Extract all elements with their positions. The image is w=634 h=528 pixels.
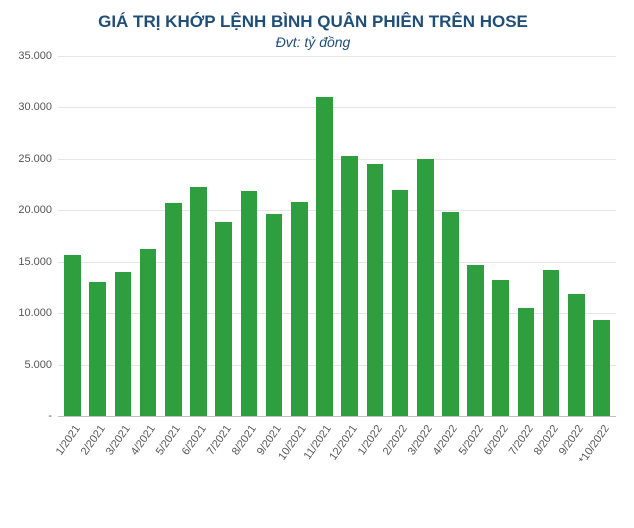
bar	[568, 294, 585, 416]
x-tick-slot: 5/2022	[463, 417, 488, 513]
chart-subtitle: Đvt: tỷ đồng	[10, 34, 616, 50]
chart-title: GIÁ TRỊ KHỚP LỆNH BÌNH QUÂN PHIÊN TRÊN H…	[10, 12, 616, 32]
x-tick-slot: 6/2022	[488, 417, 513, 513]
chart-container: GIÁ TRỊ KHỚP LỆNH BÌNH QUÂN PHIÊN TRÊN H…	[0, 0, 634, 528]
bar-slot	[211, 56, 236, 416]
bar	[89, 282, 106, 416]
bar-slot	[564, 56, 589, 416]
bar-slot	[413, 56, 438, 416]
x-tick-slot: 7/2022	[513, 417, 538, 513]
bar	[467, 265, 484, 416]
bar-slot	[312, 56, 337, 416]
bar	[115, 272, 132, 416]
bar-slot	[362, 56, 387, 416]
bar	[392, 190, 409, 416]
bar-slot	[161, 56, 186, 416]
bar	[417, 159, 434, 416]
bar-slot	[262, 56, 287, 416]
bar	[190, 187, 207, 416]
bar	[442, 212, 459, 416]
x-tick-slot: 7/2021	[211, 417, 236, 513]
bar	[241, 191, 258, 416]
plot-area	[58, 56, 616, 417]
y-tick-label: 25.000	[18, 153, 52, 165]
bar-slot	[589, 56, 614, 416]
x-tick-label: 1/2021	[53, 423, 82, 457]
x-tick-slot: *10/2022	[589, 417, 614, 513]
bar-slot	[438, 56, 463, 416]
bar-slot	[110, 56, 135, 416]
bar-slot	[539, 56, 564, 416]
x-tick-slot: 6/2021	[186, 417, 211, 513]
bar	[316, 97, 333, 416]
bar	[140, 249, 157, 416]
x-axis: 1/20212/20213/20214/20215/20216/20217/20…	[58, 417, 616, 513]
y-tick-label: -	[48, 410, 52, 422]
bar	[215, 222, 232, 416]
x-tick-slot: 11/2021	[312, 417, 337, 513]
x-tick-slot: 8/2022	[539, 417, 564, 513]
x-tick-slot: 1/2021	[60, 417, 85, 513]
y-tick-label: 20.000	[18, 204, 52, 216]
x-tick-slot: 4/2021	[136, 417, 161, 513]
bar-slot	[60, 56, 85, 416]
bar	[593, 320, 610, 416]
bar-slot	[186, 56, 211, 416]
y-tick-label: 15.000	[18, 256, 52, 268]
bar	[291, 202, 308, 416]
y-tick-label: 35.000	[18, 50, 52, 62]
y-tick-label: 30.000	[18, 101, 52, 113]
bar	[165, 203, 182, 416]
bar	[518, 308, 535, 416]
bar	[266, 214, 283, 416]
x-tick-slot: 3/2022	[413, 417, 438, 513]
bar-slot	[513, 56, 538, 416]
x-tick-slot: 1/2022	[362, 417, 387, 513]
x-tick-slot: 8/2021	[236, 417, 261, 513]
x-tick-slot: 2/2021	[85, 417, 110, 513]
bar	[64, 255, 81, 416]
x-tick-slot: 2/2022	[387, 417, 412, 513]
bar	[367, 164, 384, 416]
bar-slot	[488, 56, 513, 416]
x-tick-slot: 12/2021	[337, 417, 362, 513]
bar-slot	[337, 56, 362, 416]
bar-slot	[136, 56, 161, 416]
bar	[543, 270, 560, 416]
y-axis: -5.00010.00015.00020.00025.00030.00035.0…	[10, 56, 58, 416]
bar-slot	[387, 56, 412, 416]
x-tick-slot: 10/2021	[287, 417, 312, 513]
bar-slot	[236, 56, 261, 416]
x-tick-slot: 3/2021	[110, 417, 135, 513]
y-tick-label: 5.000	[24, 359, 52, 371]
y-tick-label: 10.000	[18, 307, 52, 319]
bar	[341, 156, 358, 416]
bar-slot	[463, 56, 488, 416]
x-tick-slot: 5/2021	[161, 417, 186, 513]
x-tick-slot: 4/2022	[438, 417, 463, 513]
bar-slot	[287, 56, 312, 416]
bars-group	[58, 56, 616, 416]
x-tick-slot: 9/2021	[262, 417, 287, 513]
bar	[492, 280, 509, 416]
bar-slot	[85, 56, 110, 416]
